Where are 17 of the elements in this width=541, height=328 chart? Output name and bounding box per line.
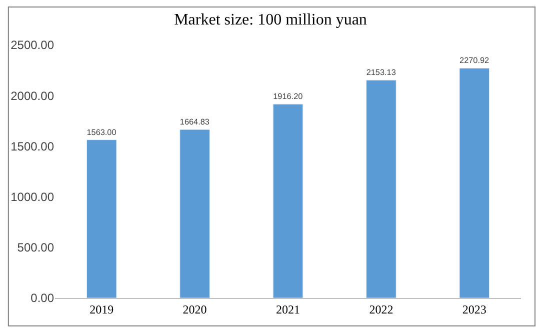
y-tick-label: 2500.00 bbox=[10, 38, 54, 52]
bar bbox=[86, 140, 117, 298]
y-tick-label: 1000.00 bbox=[10, 190, 54, 204]
bar bbox=[180, 129, 210, 298]
x-tick-label: 2023 bbox=[462, 302, 486, 316]
bar bbox=[366, 80, 396, 298]
x-tick-label: 2021 bbox=[276, 302, 300, 316]
y-tick-label: 1500.00 bbox=[10, 139, 54, 154]
x-tick-label: 2020 bbox=[182, 302, 207, 316]
y-tick-label: 2000.00 bbox=[10, 88, 54, 103]
x-tick-label: 2022 bbox=[369, 302, 394, 316]
bar bbox=[459, 68, 490, 298]
x-tick-label: 2019 bbox=[90, 302, 114, 316]
chart-title: Market size: 100 million yuan bbox=[174, 11, 367, 28]
y-tick-label: 500.00 bbox=[17, 240, 54, 255]
y-tick-label: 0.00 bbox=[30, 291, 54, 306]
bar bbox=[272, 104, 304, 298]
